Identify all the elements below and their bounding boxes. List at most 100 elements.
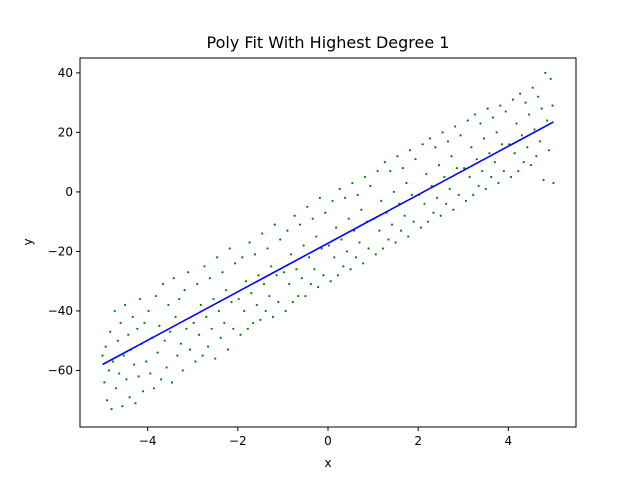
scatter-point — [380, 199, 383, 202]
scatter-point — [131, 315, 134, 318]
scatter-point — [390, 223, 394, 226]
scatter-point — [201, 354, 204, 357]
scatter-point — [407, 235, 410, 238]
scatter-point — [136, 327, 139, 330]
scatter-point — [167, 303, 170, 307]
scatter-point — [549, 77, 552, 80]
scatter-point — [165, 366, 168, 369]
scatter-point — [351, 181, 354, 185]
scatter-point — [401, 167, 404, 170]
scatter-point — [490, 175, 493, 179]
scatter-point — [221, 271, 224, 274]
scatter-point — [322, 274, 325, 277]
scatter-point — [495, 131, 498, 134]
scatter-point — [252, 321, 255, 324]
scatter-point — [392, 190, 395, 194]
scatter-point — [425, 172, 428, 176]
scatter-point — [335, 226, 338, 229]
scatter-point — [473, 113, 477, 116]
scatter-point — [127, 333, 130, 336]
scatter-point — [123, 303, 127, 307]
scatter-point — [466, 119, 469, 122]
scatter-point — [205, 315, 208, 318]
scatter-point — [158, 324, 161, 327]
scatter-point — [125, 378, 128, 381]
scatter-point — [419, 226, 422, 229]
scatter-point — [396, 155, 399, 158]
scatter-point — [293, 214, 296, 217]
scatter-point — [340, 238, 343, 241]
scatter-point — [243, 309, 246, 313]
scatter-point — [313, 268, 316, 271]
scatter-point — [119, 321, 122, 324]
scatter-point — [122, 354, 125, 357]
scatter-point — [358, 241, 361, 244]
scatter-point — [500, 143, 504, 146]
scatter-point — [544, 71, 547, 74]
scatter-point — [163, 339, 166, 342]
scatter-point — [311, 217, 314, 220]
scatter-point — [214, 357, 217, 360]
scatter-point — [497, 181, 500, 185]
scatter-point — [520, 134, 523, 137]
scatter-point — [472, 193, 475, 196]
y-axis: −60 −40 −20 0 20 40 — [48, 66, 80, 377]
scatter-point — [479, 122, 482, 125]
scatter-point — [110, 408, 113, 411]
scatter-point — [315, 235, 318, 238]
scatter-point — [446, 140, 450, 143]
scatter-point — [307, 256, 311, 259]
scatter-point — [246, 327, 249, 330]
scatter-point — [116, 339, 119, 342]
scatter-point — [152, 387, 156, 390]
scatter-point — [273, 223, 276, 226]
scatter-point — [524, 101, 527, 104]
scatter-point — [499, 104, 502, 107]
scatter-point — [320, 247, 323, 250]
chart-title: Poly Fit With Highest Degree 1 — [207, 33, 450, 52]
scatter-point — [266, 247, 269, 250]
scatter-point — [531, 86, 534, 89]
scatter-point — [170, 381, 174, 384]
scatter-point — [253, 253, 257, 256]
scatter-point — [113, 309, 116, 313]
x-axis: −4 −2 0 2 4 — [139, 427, 512, 448]
scatter-point — [179, 342, 183, 345]
scatter-point — [448, 187, 451, 191]
scatter-point — [289, 253, 293, 256]
scatter-point — [114, 387, 118, 390]
scatter-point — [156, 351, 159, 354]
scatter-point — [405, 181, 408, 185]
scatter-point — [118, 372, 121, 375]
scatter-point — [526, 146, 529, 149]
scatter-point — [217, 309, 220, 313]
scatter-point — [160, 378, 163, 381]
scatter-point — [455, 167, 459, 170]
scatter-point — [154, 294, 157, 298]
scatter-point — [354, 256, 358, 259]
scatter-point — [178, 297, 181, 301]
scatter-point — [192, 321, 195, 324]
y-tick-label: −60 — [48, 363, 73, 377]
scatter-point — [432, 211, 435, 214]
scatter-point — [104, 345, 107, 348]
scatter-point — [206, 345, 210, 348]
scatter-point — [275, 274, 278, 277]
plot-area — [101, 71, 555, 411]
scatter-point — [551, 104, 554, 107]
scatter-point — [410, 193, 413, 196]
scatter-point — [270, 265, 273, 268]
scatter-point — [450, 155, 453, 158]
y-tick-label: 20 — [58, 125, 73, 139]
scatter-point — [344, 196, 347, 199]
scatter-point — [147, 309, 150, 313]
scatter-point — [262, 283, 266, 286]
x-tick-label: 4 — [505, 434, 513, 448]
y-tick-label: 40 — [58, 66, 73, 80]
scatter-point — [176, 354, 179, 357]
scatter-point — [224, 289, 228, 292]
scatter-point — [547, 149, 551, 152]
y-tick-label: 0 — [65, 185, 73, 199]
scatter-point — [367, 247, 370, 250]
